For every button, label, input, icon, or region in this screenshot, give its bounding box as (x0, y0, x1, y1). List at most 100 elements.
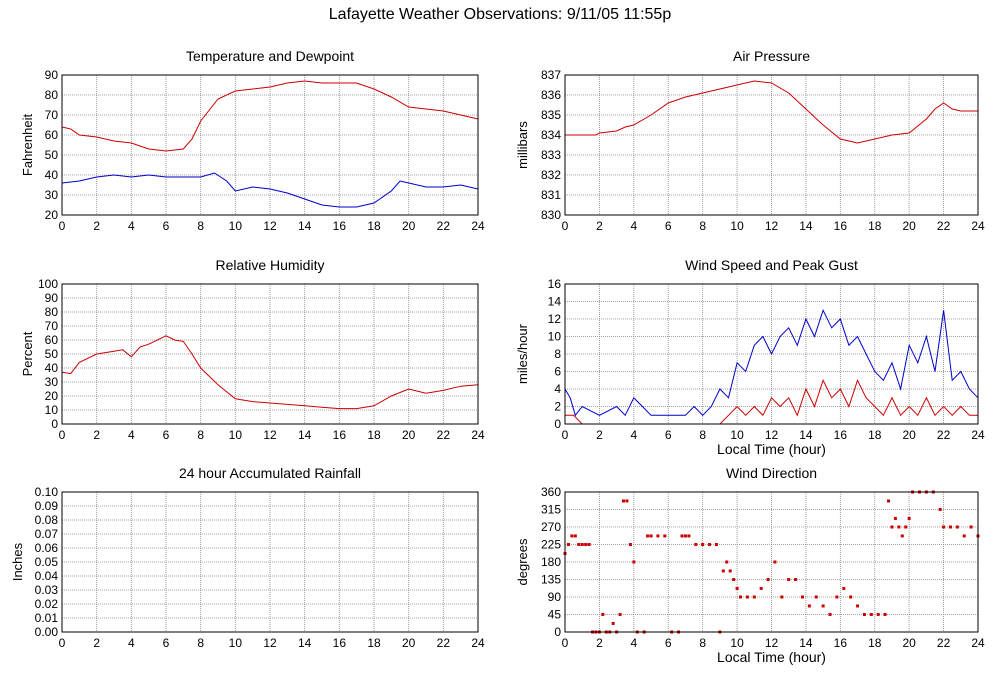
y-tick-label: 8 (554, 347, 561, 361)
y-tick-label: 70 (45, 108, 59, 122)
y-tick-label: 837 (541, 68, 561, 82)
series-line (565, 80, 978, 144)
x-tick-label: 14 (298, 636, 312, 650)
x-tick-label: 12 (765, 428, 779, 442)
x-tick-label: 4 (128, 636, 135, 650)
data-point (646, 534, 650, 538)
chart-title: Wind Speed and Peak Gust (685, 257, 858, 273)
x-tick-label: 4 (630, 219, 637, 233)
chart-pressure: 0 2 4 6 8 10 12 14 16 18 20 22 248308318328338348358… (515, 48, 985, 233)
y-tick-label: 12 (548, 312, 562, 326)
data-point (680, 534, 684, 538)
x-tick-label: 8 (699, 428, 706, 442)
x-tick-label: 0 (59, 428, 66, 442)
y-tick-label: 0 (554, 417, 561, 431)
x-tick-label: 24 (471, 428, 485, 442)
x-axis-label: Local Time (hour) (717, 649, 826, 665)
data-point (725, 560, 729, 564)
data-point (897, 525, 901, 529)
data-point (618, 613, 622, 616)
x-tick-label: 0 (59, 219, 66, 233)
x-tick-label: 16 (834, 428, 848, 442)
data-point (732, 578, 736, 581)
data-point (739, 595, 743, 599)
data-point (573, 534, 577, 538)
y-tick-label: 315 (541, 503, 561, 517)
data-point (611, 621, 615, 625)
data-point (942, 525, 946, 529)
x-tick-label: 4 (128, 428, 135, 442)
x-tick-label: 18 (367, 636, 381, 650)
x-tick-label: 12 (263, 219, 277, 233)
y-tick-label: 0.01 (35, 611, 59, 625)
y-tick-label: 70 (45, 319, 59, 333)
series-line (61, 172, 479, 208)
chart-title: 24 hour Accumulated Rainfall (179, 465, 361, 481)
x-tick-label: 2 (596, 428, 603, 442)
plot-frame (61, 491, 479, 633)
x-tick-label: 8 (197, 219, 204, 233)
y-tick-label: 360 (541, 485, 561, 499)
x-tick-label: 12 (765, 636, 779, 650)
data-point (773, 560, 777, 564)
y-tick-label: 0.00 (35, 625, 59, 639)
data-point (721, 569, 725, 573)
x-tick-label: 12 (263, 428, 277, 442)
y-tick-label: 90 (45, 68, 59, 82)
y-tick-label: 6 (554, 365, 561, 379)
x-tick-label: 10 (730, 636, 744, 650)
y-tick-label: 40 (45, 361, 59, 375)
y-tick-label: 60 (45, 128, 59, 142)
y-tick-label: 0.06 (35, 541, 59, 555)
data-point (766, 578, 770, 581)
data-point (807, 604, 811, 608)
y-tick-label: 835 (541, 108, 561, 122)
data-point (584, 543, 588, 546)
x-tick-label: 20 (902, 636, 916, 650)
x-tick-label: 6 (665, 428, 672, 442)
x-tick-label: 0 (59, 636, 66, 650)
series-temp-0 (61, 80, 479, 152)
plot-frame (564, 74, 979, 216)
y-axis-label: degrees (515, 538, 530, 585)
data-point (570, 534, 574, 538)
x-tick-label: 22 (937, 636, 951, 650)
data-point (701, 543, 705, 546)
data-point (890, 525, 894, 529)
y-tick-label: 0.08 (35, 513, 59, 527)
x-tick-label: 6 (163, 428, 170, 442)
data-point (601, 613, 605, 616)
x-tick-label: 0 (562, 636, 569, 650)
x-tick-label: 0 (562, 428, 569, 442)
x-tick-label: 6 (163, 219, 170, 233)
x-tick-label: 22 (437, 219, 451, 233)
data-point (907, 516, 911, 520)
y-tick-label: 135 (541, 573, 561, 587)
data-point (780, 595, 784, 599)
data-point (938, 508, 942, 511)
x-tick-label: 20 (402, 636, 416, 650)
y-axis-label: millibars (515, 121, 530, 169)
y-tick-label: 10 (548, 330, 562, 344)
y-tick-label: 80 (45, 88, 59, 102)
x-tick-label: 2 (596, 219, 603, 233)
x-tick-label: 14 (298, 428, 312, 442)
y-tick-label: 0 (51, 417, 58, 431)
x-tick-label: 16 (333, 636, 347, 650)
x-tick-label: 2 (93, 428, 100, 442)
series-line (61, 335, 479, 410)
x-tick-label: 20 (402, 219, 416, 233)
y-tick-label: 0.10 (35, 485, 59, 499)
x-tick-label: 20 (902, 428, 916, 442)
series-temp-1 (61, 172, 479, 208)
y-axis-label: Fahrenheit (20, 114, 35, 177)
y-tick-label: 90 (548, 590, 562, 604)
chart-humidity: 0 2 4 6 8 10 12 14 16 18 20 22 240102030405060708090… (20, 257, 485, 442)
y-tick-label: 14 (548, 295, 562, 309)
page-title: Lafayette Weather Observations: 9/11/05 … (328, 6, 672, 23)
x-tick-label: 14 (799, 219, 813, 233)
y-tick-label: 100 (38, 277, 58, 291)
y-tick-label: 16 (548, 277, 562, 291)
